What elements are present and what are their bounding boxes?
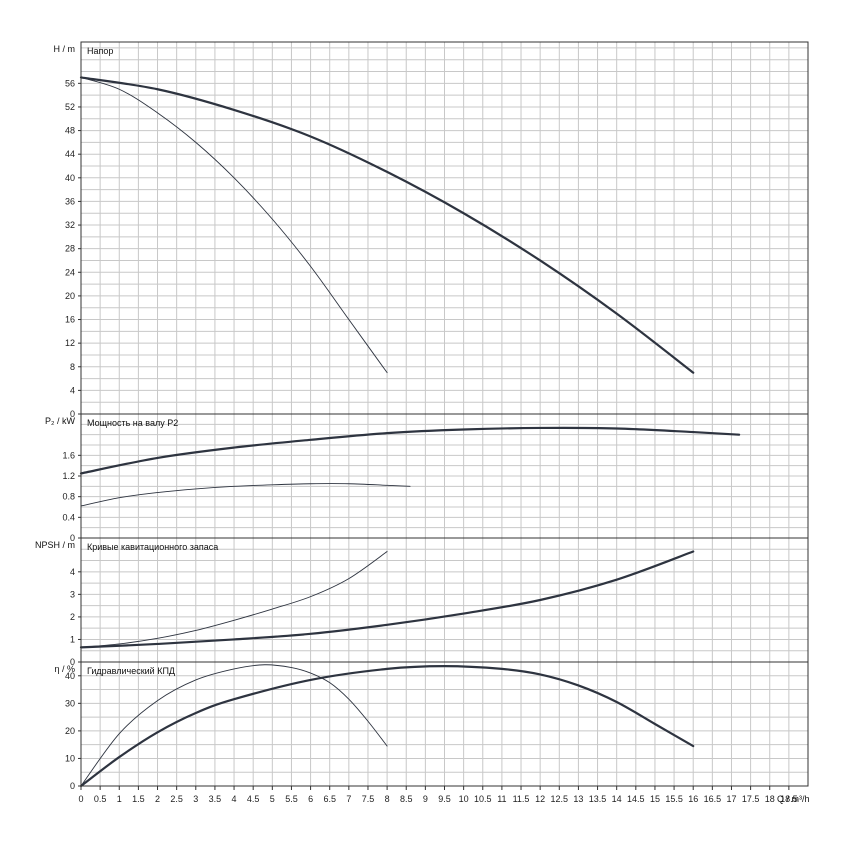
- x-tick-label: 9: [423, 794, 428, 804]
- x-tick-label: 15.5: [665, 794, 683, 804]
- x-tick-label: 8.5: [400, 794, 413, 804]
- x-tick-label: 2.5: [170, 794, 183, 804]
- x-tick-label: 7.5: [362, 794, 375, 804]
- y-tick-label: 44: [65, 149, 75, 159]
- x-tick-label: 16.5: [704, 794, 722, 804]
- x-tick-label: 17: [726, 794, 736, 804]
- y-axis-label: NPSH / m: [35, 540, 75, 550]
- y-tick-label: 3: [70, 589, 75, 599]
- y-tick-label: 0: [70, 533, 75, 543]
- x-tick-label: 11.5: [513, 794, 530, 804]
- y-tick-label: 0.4: [62, 512, 75, 522]
- y-tick-label: 16: [65, 315, 75, 325]
- x-tick-label: 6.5: [323, 794, 336, 804]
- frame-layer: [78, 41, 809, 790]
- series-line-thin: [80, 551, 388, 648]
- x-tick-label: 2: [155, 794, 160, 804]
- x-tick-label: 17.5: [742, 794, 760, 804]
- y-tick-label: 0: [70, 409, 75, 419]
- x-tick-label: 0.5: [94, 794, 107, 804]
- series-line-thin: [80, 664, 388, 787]
- series-line-thin: [80, 483, 411, 507]
- y-tick-label: 48: [65, 126, 75, 136]
- series-line-thick: [79, 550, 695, 649]
- x-tick-label: 4.5: [247, 794, 260, 804]
- y-tick-label: 56: [65, 78, 75, 88]
- y-tick-label: 2: [70, 612, 75, 622]
- x-tick-label: 6: [308, 794, 313, 804]
- x-axis-label: Q / m³/h: [777, 794, 810, 804]
- x-tick-label: 8: [385, 794, 390, 804]
- y-tick-label: 12: [65, 338, 75, 348]
- panel-title: Напор: [87, 46, 113, 56]
- x-tick-label: 13: [573, 794, 583, 804]
- x-tick-label: 3.5: [209, 794, 222, 804]
- y-tick-label: 0: [70, 657, 75, 667]
- x-tick-label: 18: [765, 794, 775, 804]
- y-tick-label: 28: [65, 244, 75, 254]
- series-line-thin: [80, 76, 388, 374]
- plot-frame: [80, 41, 809, 787]
- y-tick-label: 8: [70, 362, 75, 372]
- x-tick-label: 10.5: [474, 794, 492, 804]
- x-tick-label: 1: [117, 794, 122, 804]
- x-tick-label: 9.5: [438, 794, 451, 804]
- x-tick-label: 18.5: [780, 794, 798, 804]
- curve-layer: [79, 76, 741, 788]
- x-tick-label: 16: [688, 794, 698, 804]
- y-tick-label: 1.6: [62, 450, 75, 460]
- y-tick-label: 20: [65, 726, 75, 736]
- y-axis-label: P₂ / kW: [45, 416, 75, 426]
- x-tick-label: 5.5: [285, 794, 298, 804]
- y-tick-label: 1: [70, 634, 75, 644]
- y-tick-label: 52: [65, 102, 75, 112]
- x-tick-label: 11: [497, 794, 506, 804]
- y-tick-label: 32: [65, 220, 75, 230]
- x-tick-label: 12.5: [551, 794, 569, 804]
- y-tick-label: 10: [65, 753, 75, 763]
- panel-title: Кривые кавитационного запаса: [87, 542, 218, 552]
- series-line-thick: [79, 665, 695, 788]
- x-tick-label: 3: [193, 794, 198, 804]
- y-tick-label: 4: [70, 567, 75, 577]
- y-tick-label: 30: [65, 698, 75, 708]
- y-tick-label: 0.8: [62, 492, 75, 502]
- y-tick-label: 40: [65, 173, 75, 183]
- x-tick-label: 13.5: [589, 794, 607, 804]
- x-tick-label: 15: [650, 794, 660, 804]
- y-tick-label: 24: [65, 267, 75, 277]
- y-axis-label: H / m: [54, 44, 76, 54]
- x-tick-label: 14.5: [627, 794, 645, 804]
- y-tick-label: 40: [65, 671, 75, 681]
- series-line-thick: [79, 76, 695, 374]
- x-tick-label: 7: [346, 794, 351, 804]
- panel-title: Мощность на валу P2: [87, 418, 178, 428]
- x-tick-label: 1.5: [132, 794, 145, 804]
- y-tick-label: 36: [65, 196, 75, 206]
- y-axis-label: η / %: [54, 664, 75, 674]
- x-tick-label: 0: [78, 794, 83, 804]
- series-line-thick: [79, 426, 741, 475]
- x-tick-label: 14: [612, 794, 622, 804]
- y-tick-label: 4: [70, 385, 75, 395]
- y-tick-label: 0: [70, 781, 75, 791]
- label-layer: 0 0.5 1 1.5 2 2.5 3 3.5 4 4.5 5 5.5 6 6.5 7 7.5 8 8.5 9 9.5…: [35, 44, 810, 804]
- y-tick-label: 1.2: [62, 471, 75, 481]
- x-tick-label: 12: [535, 794, 545, 804]
- x-tick-label: 10: [459, 794, 469, 804]
- panel-title: Гидравлический КПД: [87, 666, 175, 676]
- x-tick-label: 4: [232, 794, 237, 804]
- x-tick-label: 5: [270, 794, 275, 804]
- y-tick-label: 20: [65, 291, 75, 301]
